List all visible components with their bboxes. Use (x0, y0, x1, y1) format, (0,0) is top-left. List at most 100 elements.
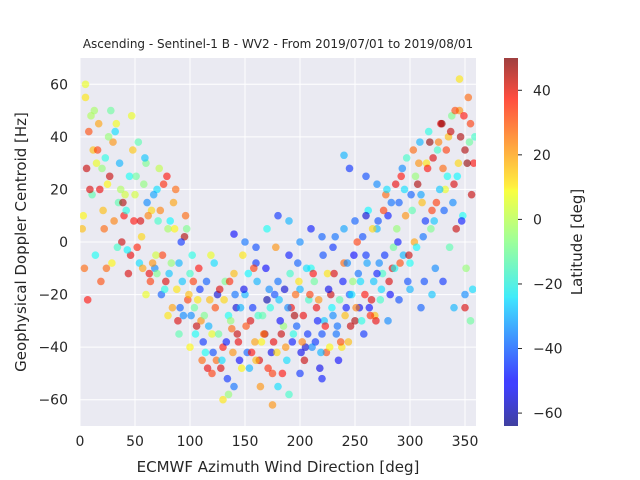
data-point (272, 243, 280, 252)
data-point (131, 190, 139, 199)
data-point (328, 303, 336, 312)
data-point (460, 112, 468, 120)
x-tick-label: 300 (397, 434, 424, 450)
data-point (455, 75, 464, 83)
data-point (195, 264, 203, 273)
data-point (468, 285, 476, 294)
data-point (350, 251, 358, 259)
data-point (237, 364, 246, 372)
data-point (394, 238, 402, 246)
data-point (85, 127, 93, 136)
colorbar-tick-label: −20 (533, 277, 563, 293)
data-point (430, 217, 439, 225)
data-point (376, 296, 385, 304)
colorbar (504, 58, 518, 426)
data-point (143, 198, 151, 207)
data-point (461, 146, 469, 154)
data-point (336, 338, 345, 346)
data-point (248, 303, 257, 312)
x-tick-label: 150 (232, 434, 259, 450)
data-point (214, 330, 223, 338)
data-point (196, 285, 204, 294)
data-point (100, 225, 108, 233)
data-point (268, 369, 277, 378)
data-point (274, 211, 282, 220)
data-point (463, 159, 472, 167)
data-point (299, 311, 308, 320)
data-point (445, 243, 454, 252)
data-point (331, 232, 340, 241)
data-point (164, 311, 172, 320)
colorbar-tick-label: −60 (533, 406, 563, 422)
data-point (288, 338, 297, 346)
data-point (121, 190, 129, 199)
data-point (101, 154, 110, 162)
data-point (235, 356, 244, 365)
data-point (116, 185, 125, 194)
data-point (234, 338, 243, 346)
data-point (318, 330, 326, 338)
data-point (461, 290, 469, 299)
data-point (416, 138, 424, 146)
data-point (466, 119, 475, 128)
y-tick-label: −20 (38, 288, 68, 304)
data-point (158, 251, 167, 259)
data-point (413, 180, 422, 188)
data-point (269, 338, 278, 346)
data-point (274, 277, 282, 286)
data-point (451, 106, 459, 115)
data-point (446, 127, 455, 136)
data-point (281, 343, 290, 351)
data-point (300, 356, 309, 365)
data-point (283, 356, 291, 365)
data-point (203, 364, 212, 372)
data-point (189, 277, 198, 286)
data-point (211, 303, 220, 312)
data-point (434, 138, 443, 146)
data-point (129, 146, 137, 154)
data-point (464, 93, 473, 102)
data-point (176, 303, 184, 312)
data-point (186, 343, 194, 351)
data-point (253, 277, 261, 286)
data-point (199, 338, 207, 346)
data-point (456, 133, 465, 141)
data-point (154, 217, 162, 225)
data-point (383, 185, 391, 194)
data-point (133, 243, 141, 252)
data-point (81, 93, 90, 102)
data-point (267, 348, 276, 357)
data-point (97, 277, 105, 286)
data-point (346, 322, 355, 330)
data-point (329, 311, 337, 320)
data-point (339, 277, 347, 286)
data-point (419, 232, 428, 241)
data-point (302, 264, 311, 273)
data-point (155, 164, 163, 173)
data-point (230, 269, 238, 278)
data-point (450, 303, 458, 312)
data-point (345, 164, 354, 173)
data-point (112, 119, 121, 128)
data-point (105, 172, 114, 181)
data-point (344, 338, 353, 346)
data-point (353, 238, 362, 246)
chart-title: Ascending - Sentinel-1 B - WV2 - From 20… (83, 37, 473, 51)
data-point (191, 330, 200, 338)
data-point (231, 290, 239, 299)
data-point (175, 259, 183, 267)
data-point (415, 159, 423, 167)
data-point (167, 259, 176, 267)
data-point (450, 180, 458, 188)
data-point (99, 206, 107, 215)
data-point (217, 364, 225, 372)
data-point (285, 390, 293, 399)
data-point (86, 185, 94, 194)
data-point (169, 198, 178, 207)
data-point (204, 322, 213, 330)
data-point (230, 230, 238, 238)
data-point (365, 303, 374, 312)
data-point (360, 330, 368, 338)
data-point (274, 382, 282, 391)
colorbar-tick-label: 20 (533, 148, 551, 164)
